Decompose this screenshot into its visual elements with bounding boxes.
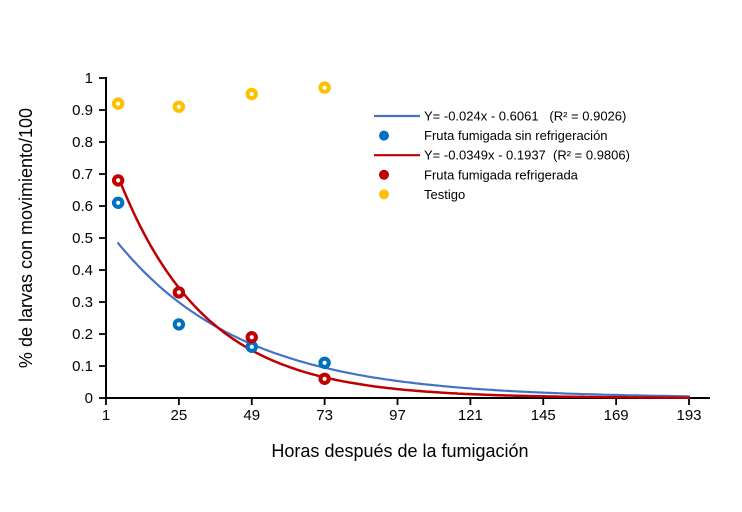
x-tick-label: 169 (604, 407, 629, 424)
data-points (111, 81, 331, 385)
legend-dot (379, 169, 389, 180)
data-point-fruta-fumigada-refrigerada (318, 372, 331, 385)
legend-entry: Fruta fumigada sin refrigeración (379, 128, 608, 143)
y-tick-label: 0.1 (72, 358, 93, 375)
x-axis-title: Horas después de la fumigación (271, 441, 528, 461)
y-tick-label: 0.6 (72, 198, 93, 215)
legend-entry: Fruta fumigada refrigerada (379, 167, 579, 182)
data-point-fruta-fumigada-refrigerada (111, 174, 125, 187)
y-axis-ticks: 0 0.1 0.2 0.3 0.4 0.5 0.6 0.7 0.8 0.9 1 (72, 70, 106, 407)
data-point-testigo (172, 100, 186, 114)
legend-dot (379, 189, 389, 200)
marker-hole (116, 200, 121, 205)
marker-hole (176, 322, 181, 327)
data-point-fruta-fumigada-sin-refrigeraci-n (172, 318, 186, 331)
legend-label: Y= -0.0349x - 0.1937 (R² = 0.9806) (424, 148, 630, 163)
legend-label: Fruta fumigada sin refrigeración (424, 128, 608, 143)
x-tick-label: 73 (316, 407, 333, 424)
marker-hole (322, 376, 327, 381)
x-tick-label: 1 (102, 407, 110, 424)
trendline (116, 175, 691, 399)
data-point-fruta-fumigada-refrigerada (245, 331, 258, 344)
marker-hole (116, 178, 121, 183)
legend: Y= -0.024x - 0.6061 (R² = 0.9026) Fruta f… (374, 109, 630, 202)
legend-label: Testigo (424, 187, 465, 202)
data-point-fruta-fumigada-sin-refrigeraci-n (111, 196, 125, 209)
marker-hole (249, 344, 254, 349)
marker-hole (322, 85, 327, 90)
legend-label: Y= -0.024x - 0.6061 (R² = 0.9026) (424, 109, 626, 124)
x-tick-label: 193 (676, 407, 701, 424)
legend-entry: Testigo (379, 187, 465, 202)
x-tick-label: 121 (458, 407, 483, 424)
y-tick-label: 0 (85, 390, 93, 407)
data-point-fruta-fumigada-sin-refrigeraci-n (318, 356, 331, 369)
marker-hole (116, 101, 121, 106)
legend-label: Fruta fumigada refrigerada (424, 167, 579, 182)
y-tick-label: 0.2 (72, 326, 93, 343)
data-point-testigo (111, 97, 125, 110)
x-tick-label: 97 (389, 407, 406, 424)
data-point-fruta-fumigada-refrigerada (172, 286, 186, 299)
axes (105, 77, 710, 399)
y-axis-title: % de larvas con movimiento/100 (16, 108, 36, 368)
marker-hole (176, 104, 181, 109)
marker-hole (249, 91, 254, 97)
data-point-testigo (318, 81, 331, 94)
marker-hole (322, 360, 327, 365)
x-tick-label: 25 (171, 407, 188, 424)
y-tick-label: 0.4 (72, 262, 93, 279)
marker-hole (176, 290, 181, 295)
legend-entry: Y= -0.0349x - 0.1937 (R² = 0.9806) (374, 148, 630, 163)
y-tick-label: 0.7 (72, 166, 93, 183)
y-tick-label: 0.3 (72, 294, 93, 311)
x-tick-label: 49 (243, 407, 260, 424)
data-point-testigo (245, 87, 258, 101)
x-tick-label: 145 (531, 407, 556, 424)
marker-hole (249, 335, 254, 340)
data-point-fruta-fumigada-sin-refrigeraci-n (245, 340, 258, 353)
y-tick-label: 0.9 (72, 102, 93, 119)
legend-dot (379, 130, 389, 141)
trendlines (116, 175, 691, 399)
x-axis-ticks: 1 25 49 73 97 121 145 169 193 (102, 398, 702, 424)
trendline (116, 242, 691, 398)
y-tick-label: 0.8 (72, 134, 93, 151)
y-tick-label: 0.5 (72, 230, 93, 247)
y-tick-label: 1 (85, 70, 93, 87)
legend-entry: Y= -0.024x - 0.6061 (R² = 0.9026) (374, 109, 626, 124)
